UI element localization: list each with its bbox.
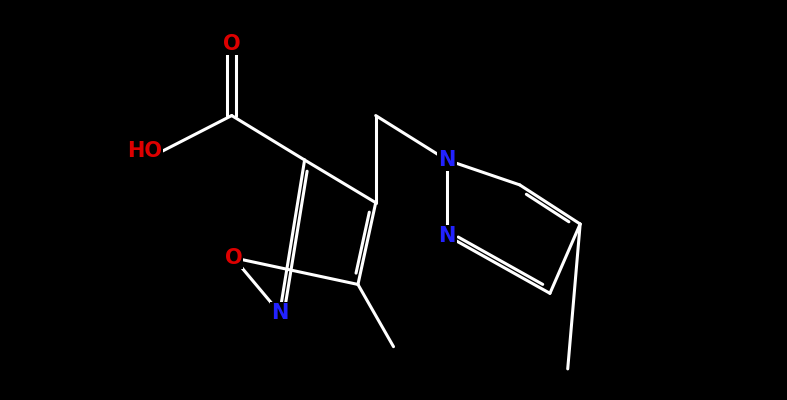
Text: N: N: [438, 150, 456, 170]
Text: N: N: [271, 303, 288, 323]
Text: O: O: [223, 34, 241, 54]
Text: O: O: [224, 248, 242, 268]
Text: N: N: [438, 226, 456, 246]
Text: HO: HO: [127, 141, 162, 161]
